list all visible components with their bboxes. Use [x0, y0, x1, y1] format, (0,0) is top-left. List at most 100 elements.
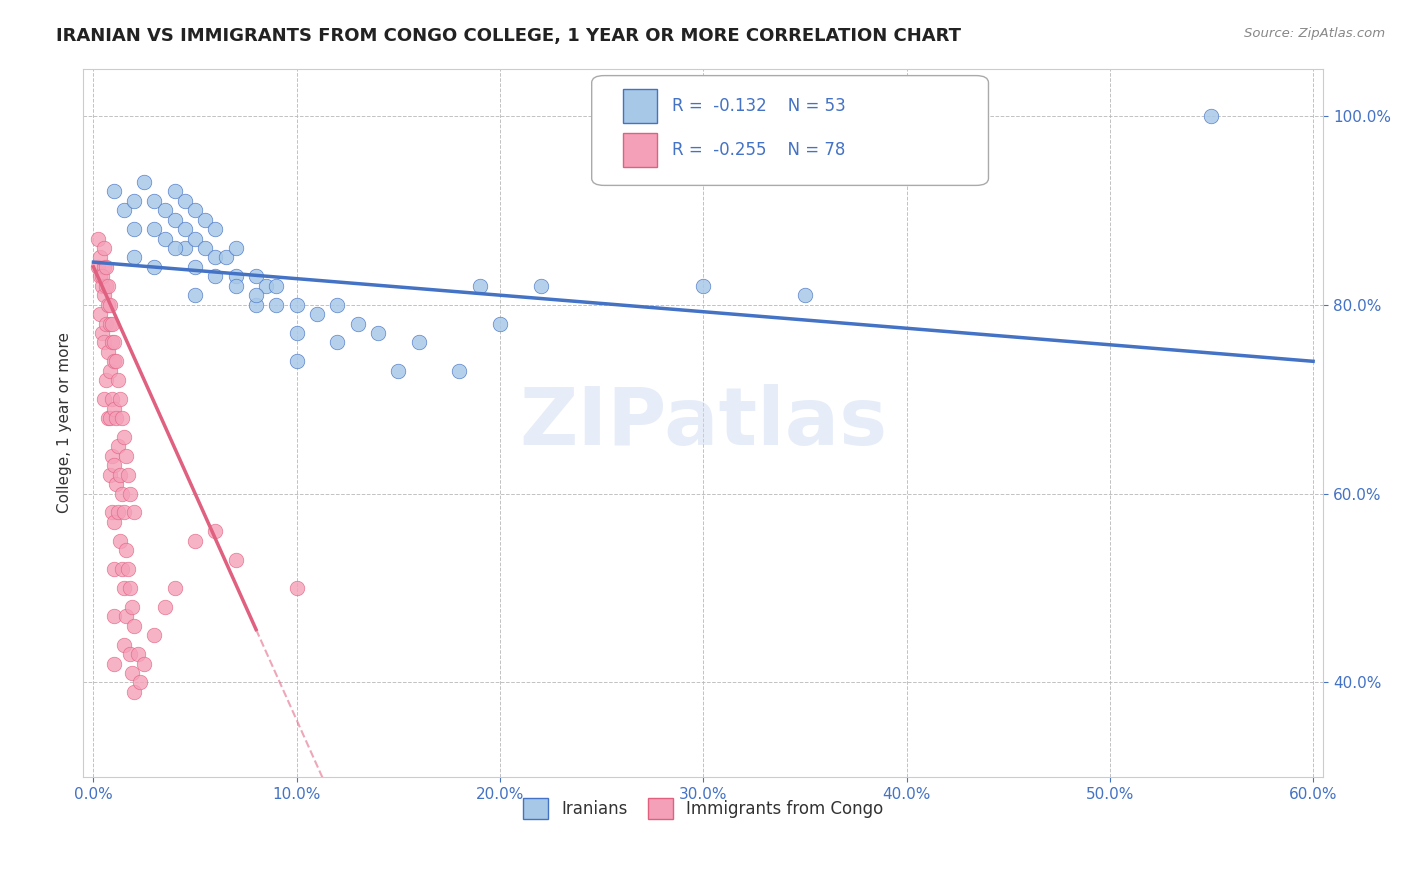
- Point: [204, 524, 226, 539]
- Point: [266, 278, 288, 293]
- Point: [129, 675, 152, 690]
- Point: [104, 477, 127, 491]
- FancyBboxPatch shape: [623, 89, 658, 123]
- Point: [468, 278, 491, 293]
- Point: [174, 241, 197, 255]
- Point: [245, 288, 267, 302]
- Point: [107, 373, 129, 387]
- FancyBboxPatch shape: [623, 133, 658, 167]
- Point: [115, 543, 138, 558]
- Text: R =  -0.132    N = 53: R = -0.132 N = 53: [672, 97, 846, 115]
- Point: [103, 562, 125, 576]
- Point: [94, 260, 117, 274]
- Point: [108, 533, 131, 548]
- Point: [449, 364, 471, 378]
- Point: [326, 298, 349, 312]
- Point: [143, 222, 166, 236]
- Point: [266, 298, 288, 312]
- Text: Source: ZipAtlas.com: Source: ZipAtlas.com: [1244, 27, 1385, 40]
- Point: [122, 685, 145, 699]
- Point: [163, 241, 186, 255]
- Point: [285, 298, 308, 312]
- Point: [115, 449, 138, 463]
- Point: [245, 269, 267, 284]
- Text: IRANIAN VS IMMIGRANTS FROM CONGO COLLEGE, 1 YEAR OR MORE CORRELATION CHART: IRANIAN VS IMMIGRANTS FROM CONGO COLLEGE…: [56, 27, 962, 45]
- Point: [97, 298, 120, 312]
- Point: [112, 203, 135, 218]
- Point: [103, 458, 125, 473]
- Point: [122, 222, 145, 236]
- Point: [103, 609, 125, 624]
- Point: [104, 411, 127, 425]
- Point: [121, 665, 143, 680]
- Point: [97, 411, 120, 425]
- Point: [89, 307, 111, 321]
- Point: [184, 533, 207, 548]
- Point: [530, 278, 553, 293]
- Point: [225, 552, 247, 566]
- Point: [103, 401, 125, 416]
- Point: [103, 354, 125, 368]
- Point: [692, 278, 714, 293]
- Point: [387, 364, 409, 378]
- Point: [112, 505, 135, 519]
- Point: [98, 411, 121, 425]
- Point: [107, 439, 129, 453]
- Point: [285, 326, 308, 340]
- Point: [285, 581, 308, 595]
- Point: [127, 647, 149, 661]
- Legend: Iranians, Immigrants from Congo: Iranians, Immigrants from Congo: [516, 791, 890, 825]
- Point: [225, 278, 247, 293]
- Point: [112, 581, 135, 595]
- Point: [103, 515, 125, 529]
- Point: [225, 269, 247, 284]
- FancyBboxPatch shape: [592, 76, 988, 186]
- Point: [184, 231, 207, 245]
- Point: [194, 241, 217, 255]
- Point: [153, 231, 176, 245]
- Point: [108, 392, 131, 406]
- Point: [143, 260, 166, 274]
- Point: [98, 467, 121, 482]
- Point: [121, 599, 143, 614]
- Point: [111, 486, 134, 500]
- Point: [118, 647, 141, 661]
- Point: [94, 373, 117, 387]
- Point: [1201, 109, 1223, 123]
- Point: [107, 505, 129, 519]
- Point: [98, 364, 121, 378]
- Point: [86, 231, 108, 245]
- Point: [97, 278, 120, 293]
- Point: [367, 326, 389, 340]
- Point: [143, 628, 166, 642]
- Point: [100, 392, 122, 406]
- Point: [94, 317, 117, 331]
- Point: [174, 194, 197, 208]
- Point: [103, 657, 125, 671]
- Point: [89, 269, 111, 284]
- Text: R =  -0.255    N = 78: R = -0.255 N = 78: [672, 141, 845, 159]
- Point: [104, 354, 127, 368]
- Point: [134, 175, 156, 189]
- Point: [793, 288, 815, 302]
- Point: [90, 269, 112, 284]
- Point: [153, 203, 176, 218]
- Point: [225, 241, 247, 255]
- Point: [122, 505, 145, 519]
- Point: [143, 194, 166, 208]
- Point: [204, 222, 226, 236]
- Point: [93, 335, 115, 350]
- Point: [93, 260, 115, 274]
- Point: [134, 657, 156, 671]
- Point: [112, 430, 135, 444]
- Y-axis label: College, 1 year or more: College, 1 year or more: [58, 332, 72, 513]
- Point: [408, 335, 430, 350]
- Point: [90, 326, 112, 340]
- Point: [100, 335, 122, 350]
- Point: [118, 581, 141, 595]
- Point: [245, 298, 267, 312]
- Point: [111, 562, 134, 576]
- Point: [86, 260, 108, 274]
- Point: [307, 307, 329, 321]
- Point: [346, 317, 368, 331]
